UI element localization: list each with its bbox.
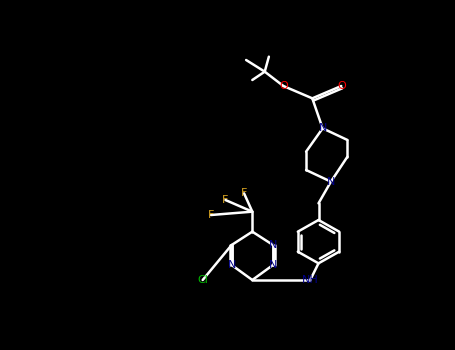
Text: F: F (208, 210, 214, 220)
Text: F: F (241, 188, 247, 198)
Text: N: N (269, 240, 277, 250)
Text: Cl: Cl (197, 275, 208, 285)
Text: F: F (222, 195, 228, 205)
Text: O: O (279, 81, 288, 91)
Text: N: N (318, 123, 327, 133)
Text: N: N (228, 260, 236, 270)
Text: N: N (269, 260, 277, 270)
Text: NH: NH (302, 275, 318, 285)
Text: O: O (337, 81, 346, 91)
Text: N: N (327, 177, 335, 187)
